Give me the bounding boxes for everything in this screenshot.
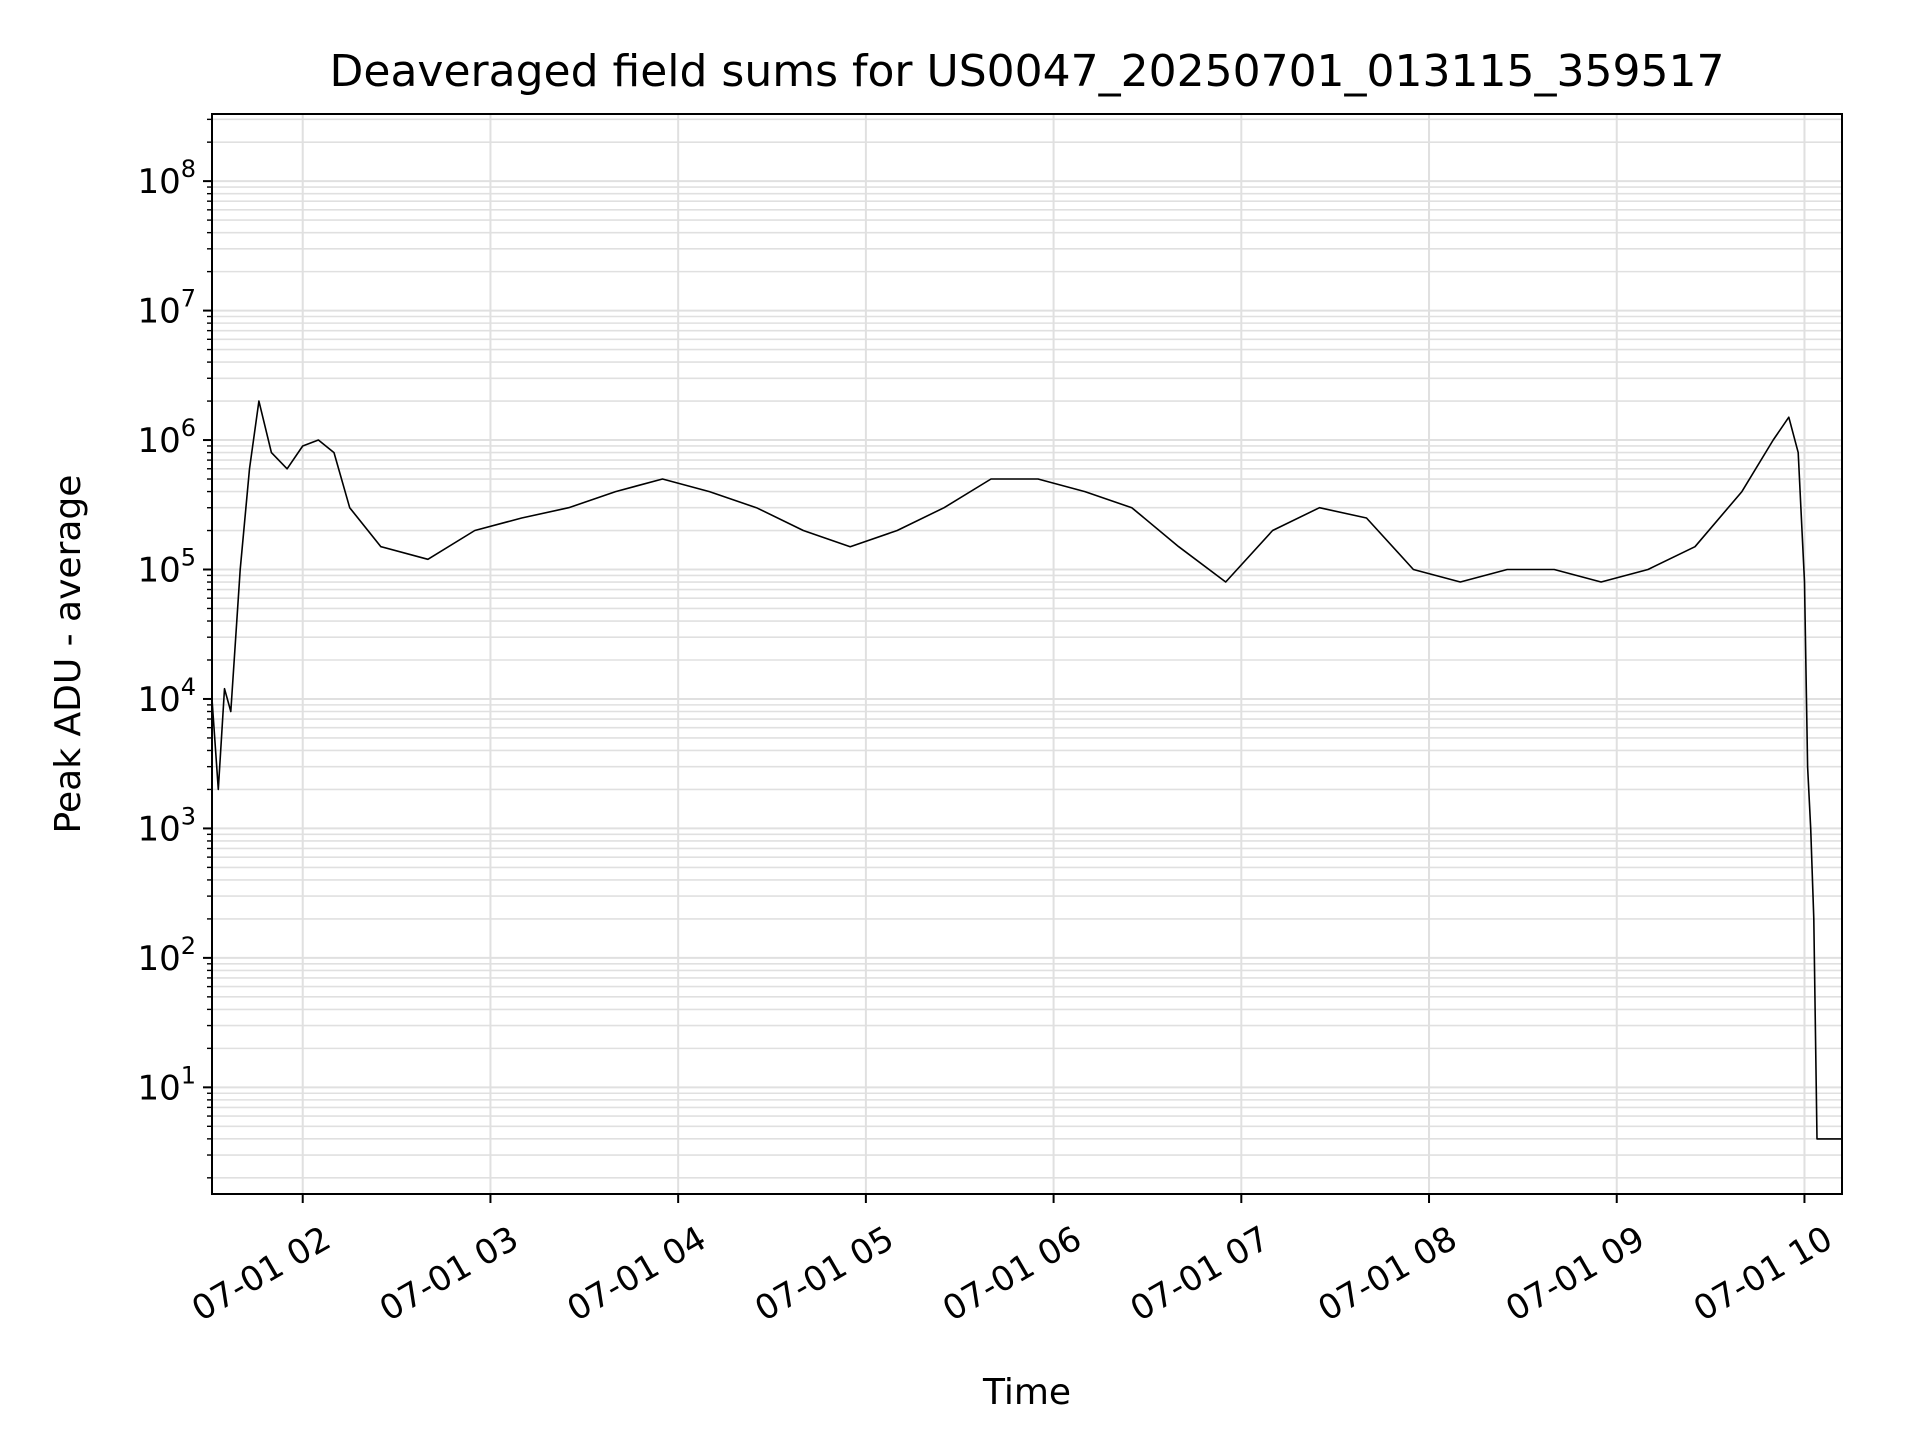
y-tick-base: 10	[137, 551, 180, 591]
y-tick-base: 10	[137, 939, 180, 979]
y-tick-exponent: 7	[181, 285, 196, 313]
y-tick-exponent: 1	[181, 1061, 196, 1089]
grid-layer	[212, 114, 1842, 1194]
chart-title: Deaveraged field sums for US0047_2025070…	[330, 46, 1725, 97]
y-axis-label: Peak ADU - average	[48, 475, 89, 834]
y-tick-exponent: 8	[181, 155, 196, 183]
y-tick-base: 10	[137, 680, 180, 720]
y-tick-label: 106	[137, 414, 196, 461]
y-tick-label: 104	[137, 673, 196, 720]
y-tick-base: 10	[137, 162, 180, 202]
y-tick-label: 101	[137, 1061, 196, 1108]
y-tick-exponent: 6	[181, 414, 196, 442]
x-axis-label: Time	[982, 1372, 1071, 1413]
series-line	[211, 400, 1842, 1140]
y-tick-label: 103	[137, 802, 196, 849]
y-tick-exponent: 5	[181, 544, 196, 572]
y-tick-base: 10	[137, 809, 180, 849]
y-tick-label: 102	[137, 932, 196, 979]
line-layer	[211, 400, 1842, 1140]
y-tick-base: 10	[137, 421, 180, 461]
y-tick-exponent: 4	[181, 673, 196, 701]
y-tick-label: 107	[137, 285, 196, 332]
y-tick-exponent: 2	[181, 932, 196, 960]
y-tick-label: 108	[137, 155, 196, 202]
y-tick-exponent: 3	[181, 802, 196, 830]
plot-frame	[211, 113, 1843, 1195]
y-tick-label: 105	[137, 544, 196, 591]
y-tick-base: 10	[137, 292, 180, 332]
y-tick-base: 10	[137, 1068, 180, 1108]
